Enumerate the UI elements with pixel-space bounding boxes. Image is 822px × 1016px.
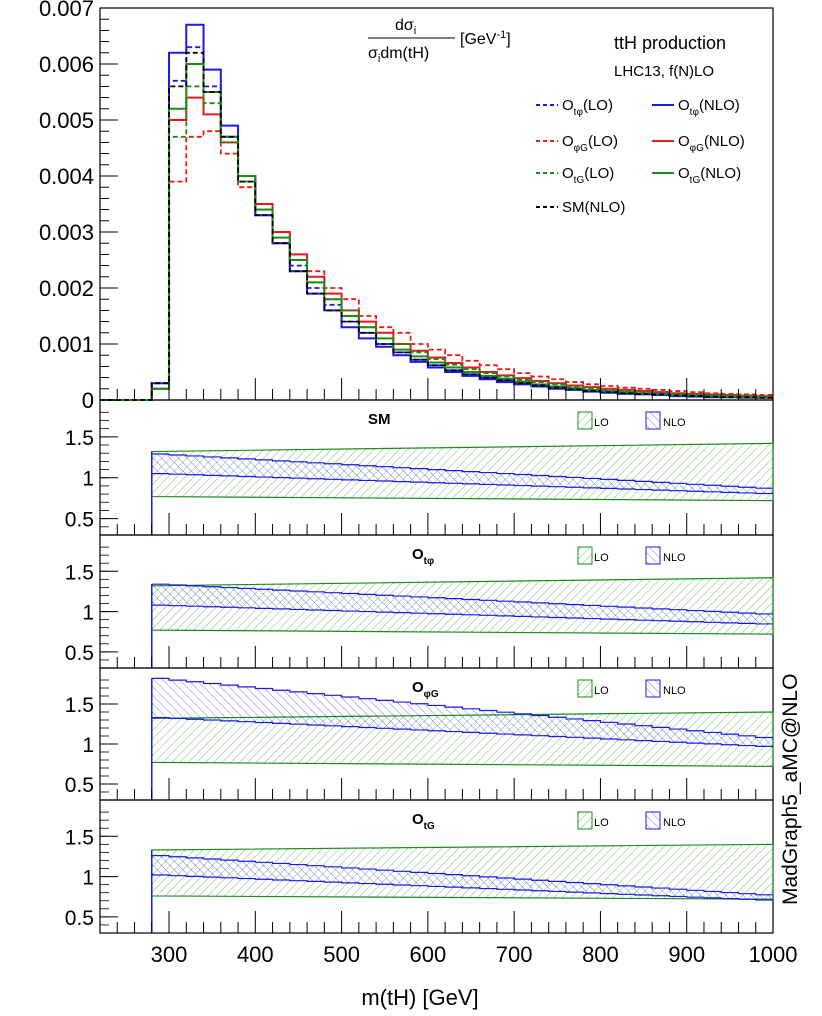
series-OtG(LO): [100, 85, 773, 401]
nlo-band-lower-1: [151, 604, 773, 625]
ratio-legend-nlo-box-2: [645, 679, 661, 698]
ratio-legend-lo-box-2: [577, 679, 593, 698]
ratio-ytick-label: 1.5: [65, 427, 94, 450]
ylabel-denominator: σidm(tH): [368, 45, 429, 65]
ratio-legend-nlo-box-3: [645, 811, 661, 830]
ratio-legend-nlo-text-3: NLO: [663, 817, 686, 829]
series-Otphi(NLO): [100, 23, 773, 401]
chart-subtitle: LHC13, f(N)LO: [614, 63, 714, 80]
ratio-legend-nlo-box-0: [645, 411, 661, 430]
ratio-ytick-label: 1: [82, 468, 94, 491]
xtick-label: 1000: [749, 942, 798, 967]
xtick-label: 500: [323, 942, 360, 967]
xtick-label: 400: [237, 942, 274, 967]
ratio-legend-lo-text-0: LO: [594, 417, 609, 429]
xtick-label: 900: [668, 942, 705, 967]
legend-label-0: Otφ(LO): [562, 97, 613, 118]
ratio-ytick-label: 1: [82, 867, 94, 890]
top-ytick-label: 0.004: [39, 164, 94, 189]
ratio-panel-labels: SM LO NLO Otφ LO NLO OφG LO NLO OtG LO NLO: [368, 411, 686, 832]
ratio-ytick-label: 1.5: [65, 694, 94, 717]
legend-label-3: OφG(NLO): [678, 133, 745, 154]
ratio-legend-lo-text-2: LO: [594, 685, 609, 697]
series-Otphi(LO): [100, 46, 773, 401]
ratio-panel-label-1: Otφ: [412, 546, 434, 567]
top-ytick-label: 0.005: [39, 108, 94, 133]
legend-label-2: OφG(LO): [562, 133, 618, 154]
nlo-band-3: [151, 855, 773, 901]
top-ytick-label: 0.002: [39, 276, 94, 301]
xtick-label: 700: [496, 942, 533, 967]
legend-label-4: OtG(LO): [562, 165, 614, 186]
ratio-ytick-label: 1.5: [65, 561, 94, 584]
xtick-label: 300: [151, 942, 188, 967]
ratio-legend-nlo-box-1: [645, 546, 661, 565]
top-ytick-label: 0.001: [39, 332, 94, 357]
ratio-legend-lo-box-3: [577, 811, 593, 830]
histogram-series: [100, 23, 773, 401]
legend: Otφ(LO) Otφ(NLO) OφG(LO) OφG(NLO) OtG(LO) OtG…: [536, 97, 745, 216]
axis-ticks: [99, 7, 774, 933]
chart-title: ttH production: [614, 33, 726, 53]
ratio-legend-nlo-text-1: NLO: [663, 552, 686, 564]
legend-label-5: OtG(NLO): [678, 165, 741, 186]
series-OphiG(NLO): [100, 96, 773, 401]
ratio-ytick-label: 1.5: [65, 826, 94, 849]
ratio-ytick-label: 0.5: [65, 509, 94, 532]
ratio-legend-nlo-text-0: NLO: [663, 417, 686, 429]
ratio-panel-label-3: OtG: [412, 811, 435, 832]
ratio-ytick-label: 1: [82, 734, 94, 757]
ratio-legend-lo-box-0: [577, 411, 593, 430]
legend-label-6: SM(NLO): [562, 199, 625, 216]
top-ytick-label: 0: [82, 388, 94, 413]
nlo-band-upper-1: [151, 583, 773, 615]
top-ytick-label: 0.006: [39, 52, 94, 77]
nlo-band-upper-2: [151, 677, 773, 739]
ratio-bands: [151, 442, 774, 933]
nlo-band-upper-0: [151, 453, 773, 489]
ratio-legend-lo-box-1: [577, 546, 593, 565]
xtick-label: 800: [582, 942, 619, 967]
x-axis-label: m(tH) [GeV]: [361, 985, 478, 1010]
ylabel-numerator: dσi: [395, 17, 416, 37]
ratio-ytick-label: 0.5: [65, 774, 94, 797]
nlo-band-lower-0: [151, 473, 773, 495]
ratio-ytick-label: 0.5: [65, 907, 94, 930]
ratio-panel-label-2: OφG: [412, 679, 439, 700]
ratio-panel-label-0: SM: [368, 411, 391, 428]
y-axis-label: dσi σidm(tH) [GeV-1]: [368, 17, 511, 65]
ratio-legend-nlo-text-2: NLO: [663, 685, 686, 697]
ratio-legend-lo-text-1: LO: [594, 552, 609, 564]
series-OtG(NLO): [100, 63, 773, 401]
nlo-band-lower-3: [151, 874, 773, 901]
ylabel-unit: [GeV-1]: [460, 29, 511, 48]
ratio-legend-lo-text-3: LO: [594, 817, 609, 829]
nlo-band-2: [151, 678, 773, 747]
ratio-ytick-label: 1: [82, 602, 94, 625]
nlo-band-1: [151, 584, 773, 624]
top-ytick-label: 0.007: [39, 0, 94, 21]
ratio-ytick-label: 0.5: [65, 642, 94, 665]
top-ytick-label: 0.003: [39, 220, 94, 245]
axis-tick-labels: 0 0.001 0.002 0.003 0.004 0.005 0.006 0.007 300 4…: [39, 0, 798, 967]
xtick-label: 600: [410, 942, 447, 967]
nlo-band-lower-2: [151, 717, 773, 747]
legend-label-1: Otφ(NLO): [678, 97, 740, 118]
nlo-band-upper-3: [151, 855, 773, 896]
watermark: MadGraph5_aMC@NLO: [779, 674, 802, 905]
nlo-band-0: [151, 454, 773, 494]
